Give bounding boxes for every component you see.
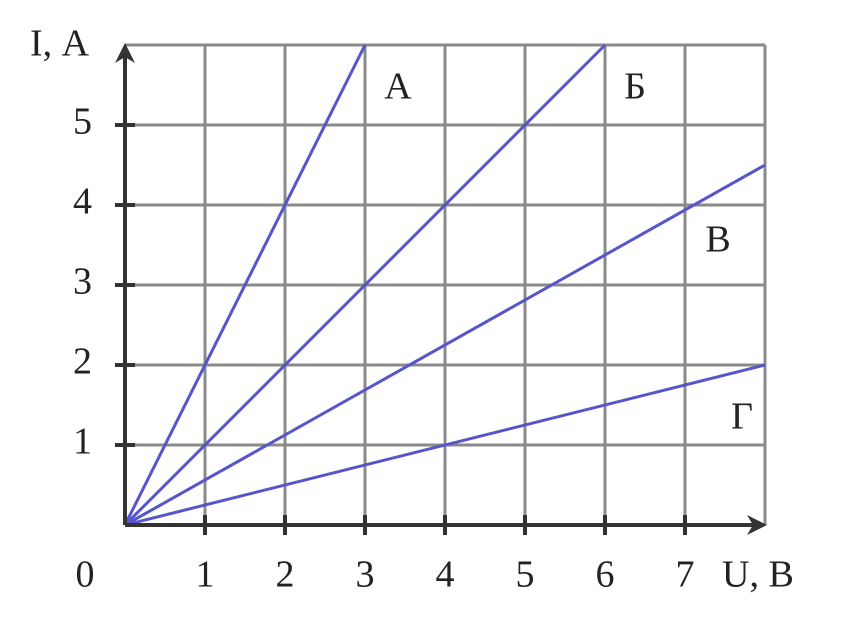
x-axis-label: U, В — [722, 554, 794, 596]
line — [123, 43, 607, 527]
series-label: Б — [624, 66, 646, 108]
y-tick-label: 2 — [73, 341, 92, 383]
x-tick-label: 5 — [516, 554, 535, 596]
x-tick-label: 7 — [676, 554, 695, 596]
line — [124, 163, 766, 527]
y-axis-label: I, А — [30, 23, 90, 65]
series-label: В — [705, 219, 730, 261]
line — [124, 363, 766, 527]
x-tick-label: 3 — [356, 554, 375, 596]
x-tick-label: 1 — [196, 554, 215, 596]
series-label: Г — [731, 396, 753, 438]
y-tick-label: 1 — [73, 421, 92, 463]
x-tick-label: 4 — [436, 554, 455, 596]
y-tick-label: 5 — [73, 101, 92, 143]
x-tick-label: 0 — [76, 554, 95, 596]
y-tick-label: 4 — [73, 181, 92, 223]
line — [123, 44, 367, 526]
series-label: А — [384, 66, 412, 108]
x-tick-label: 2 — [276, 554, 295, 596]
y-tick-label: 3 — [73, 261, 92, 303]
x-tick-label: 6 — [596, 554, 615, 596]
